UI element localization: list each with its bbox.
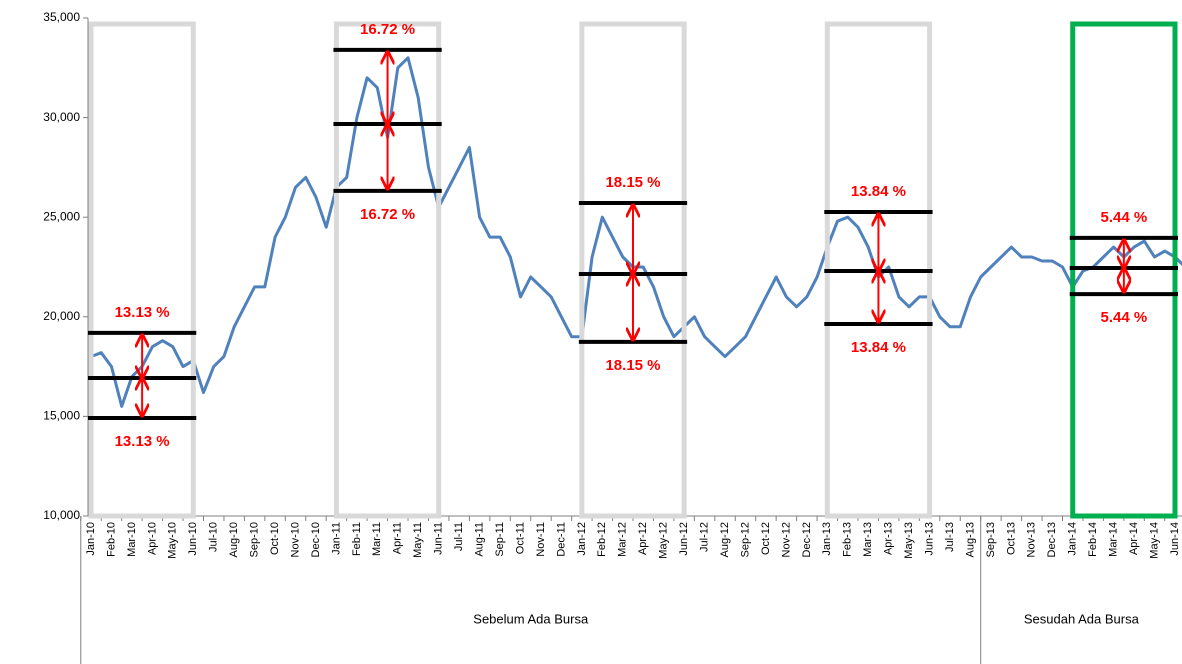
x-tick-label: Feb-14 [1087, 522, 1099, 557]
x-tick-label: Dec-12 [801, 522, 813, 557]
x-tick-label: Dec-13 [1046, 522, 1058, 557]
x-tick-label: Feb-13 [842, 522, 854, 557]
y-tick-label: 35,000 [43, 10, 80, 24]
pct-label: 18.15 % [605, 357, 660, 374]
pct-label: 13.13 % [115, 304, 170, 321]
x-tick-label: Jun-10 [187, 522, 199, 556]
x-tick-label: Feb-12 [596, 522, 608, 557]
x-tick-label: May-14 [1148, 522, 1160, 559]
x-tick-label: May-10 [167, 522, 179, 559]
x-tick-label: Aug-10 [228, 522, 240, 557]
x-tick-label: Jun-12 [678, 522, 690, 556]
x-tick-label: Jan-14 [1067, 522, 1079, 556]
pct-label: 18.15 % [605, 174, 660, 191]
x-tick-label: Jan-11 [330, 522, 342, 555]
x-tick-label: Aug-12 [719, 522, 731, 557]
band-box [333, 21, 442, 519]
x-tick-label: Jul-11 [453, 522, 465, 551]
x-tick-label: Jun-13 [923, 522, 935, 556]
x-tick-label: Jul-12 [698, 522, 710, 552]
pct-label: 5.44 % [1101, 209, 1148, 226]
x-tick-label: Apr-11 [392, 522, 404, 554]
group-label: Sebelum Ada Bursa [473, 611, 589, 626]
pct-label: 13.84 % [851, 339, 906, 356]
x-tick-label: Oct-12 [760, 522, 772, 555]
x-tick-label: Sep-12 [739, 522, 751, 557]
x-tick-label: Nov-13 [1026, 522, 1038, 557]
x-tick-label: Apr-12 [637, 522, 649, 555]
x-tick-label: Feb-11 [351, 522, 363, 556]
y-tick-label: 20,000 [43, 309, 80, 323]
x-tick-label: Mar-14 [1108, 522, 1120, 557]
x-tick-label: Nov-10 [289, 522, 301, 557]
x-tick-label: Sep-10 [249, 522, 261, 557]
x-tick-label: Mar-12 [617, 522, 629, 557]
x-tick-label: Sep-13 [985, 522, 997, 557]
x-tick-label: Apr-13 [883, 522, 895, 555]
x-tick-label: May-12 [658, 522, 670, 559]
x-tick-label: Jan-13 [821, 522, 833, 556]
x-tick-label: May-11 [412, 522, 424, 558]
y-tick-label: 10,000 [43, 508, 80, 522]
x-tick-label: Sep-11 [494, 522, 506, 557]
pct-label: 5.44 % [1101, 309, 1148, 326]
x-tick-label: Oct-10 [269, 522, 281, 555]
y-tick-label: 25,000 [43, 209, 80, 223]
band-box [579, 21, 687, 519]
x-tick-label: Mar-10 [126, 522, 138, 557]
x-tick-label: Nov-12 [780, 522, 792, 557]
x-tick-label: Apr-10 [146, 522, 158, 555]
x-tick-label: Apr-14 [1128, 522, 1140, 555]
x-tick-label: Aug-13 [964, 522, 976, 557]
price-line [90, 56, 1182, 408]
pct-label: 13.13 % [115, 433, 170, 450]
x-tick-label: Jan-10 [85, 522, 97, 556]
x-tick-label: Dec-10 [310, 522, 322, 557]
group-label: Sesudah Ada Bursa [1024, 611, 1140, 626]
band-box [1070, 21, 1178, 519]
x-tick-label: Jul-10 [208, 522, 220, 552]
pct-label: 13.84 % [851, 183, 906, 200]
x-tick-label: Nov-11 [535, 522, 547, 557]
x-tick-label: Oct-11 [514, 522, 526, 554]
x-tick-label: Jun-11 [433, 522, 445, 555]
x-tick-label: Aug-11 [474, 522, 486, 557]
pct-label: 16.72 % [360, 206, 415, 223]
x-tick-label: Mar-11 [371, 522, 383, 556]
x-tick-label: Jul-13 [944, 522, 956, 552]
x-tick-label: Feb-10 [105, 522, 117, 557]
x-tick-label: Jan-12 [576, 522, 588, 556]
y-tick-label: 15,000 [43, 409, 80, 423]
x-tick-label: Dec-11 [555, 522, 567, 557]
pct-label: 16.72 % [360, 21, 415, 38]
x-tick-label: May-13 [903, 522, 915, 559]
x-tick-label: Jun-14 [1169, 522, 1181, 556]
x-tick-label: Mar-13 [862, 522, 874, 557]
band-box [88, 21, 196, 519]
y-tick-label: 30,000 [43, 110, 80, 124]
x-tick-label: Oct-13 [1005, 522, 1017, 555]
